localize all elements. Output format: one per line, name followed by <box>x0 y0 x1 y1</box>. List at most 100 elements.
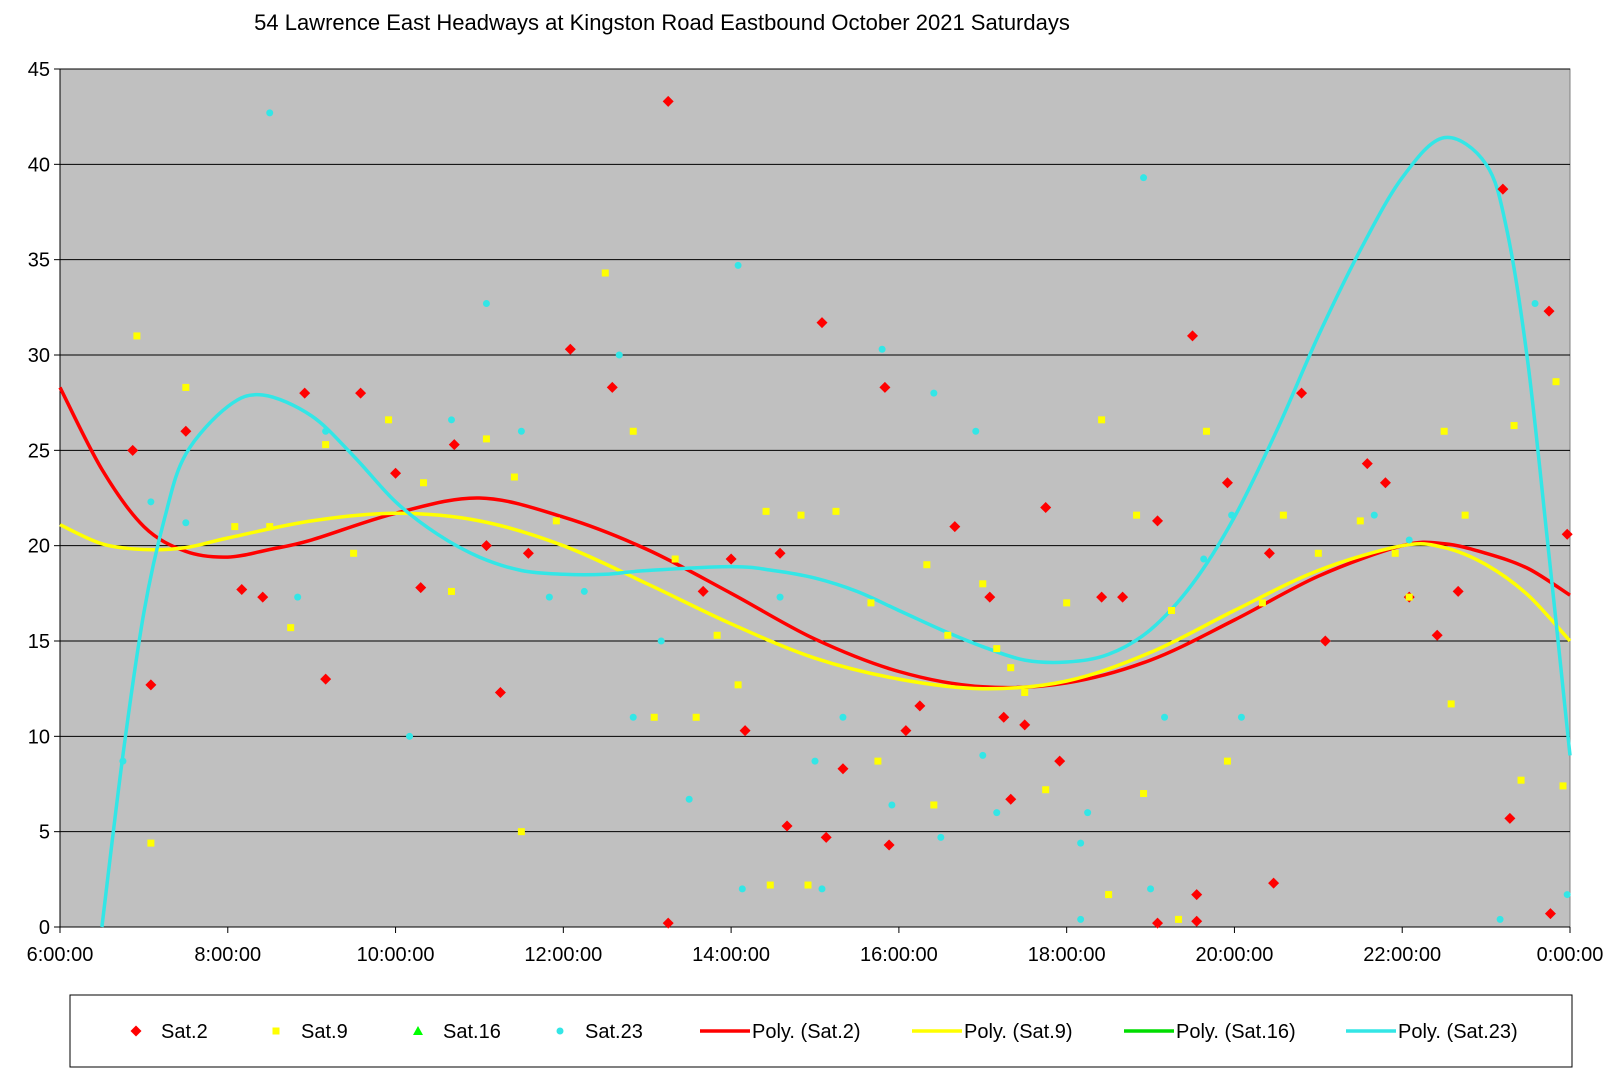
data-point <box>1021 688 1029 696</box>
data-point <box>510 473 518 481</box>
data-point <box>944 631 952 639</box>
data-point <box>552 517 560 525</box>
data-point <box>1096 591 1108 603</box>
y-tick-label: 25 <box>28 440 50 462</box>
y-tick-label: 0 <box>39 917 50 939</box>
data-point <box>266 109 274 117</box>
x-tick-label: 14:00:00 <box>692 944 770 966</box>
data-point <box>725 553 737 565</box>
data-point <box>776 593 784 601</box>
data-point <box>299 387 311 399</box>
x-axis: 6:00:00 8:00:00 10:00:00 12:00:00 14:00:00 16… <box>27 926 1603 966</box>
data-point <box>713 631 721 639</box>
data-point <box>1552 378 1560 386</box>
x-tick-label: 20:00:00 <box>1196 944 1274 966</box>
data-point <box>564 343 576 355</box>
x-tick-label: 6:00:00 <box>27 944 94 966</box>
data-point <box>930 389 938 397</box>
data-point <box>1117 591 1129 603</box>
data-point <box>1517 776 1525 784</box>
data-point <box>287 624 295 632</box>
data-point <box>937 833 945 841</box>
data-point <box>1133 511 1141 519</box>
data-point <box>1405 536 1413 544</box>
data-point <box>1314 549 1322 557</box>
data-point <box>1391 549 1399 557</box>
y-tick-label: 20 <box>28 536 50 558</box>
legend-label: Sat.9 <box>301 1021 348 1043</box>
legend-label: Sat.16 <box>443 1021 501 1043</box>
data-point <box>1140 790 1148 798</box>
plot-area <box>59 68 1571 928</box>
data-point <box>1361 458 1373 470</box>
data-point <box>1200 555 1208 563</box>
data-point <box>993 809 1001 817</box>
legend-box <box>69 994 1573 1068</box>
data-point <box>671 555 679 563</box>
data-point <box>1497 183 1509 195</box>
data-point <box>182 519 190 527</box>
data-point <box>979 751 987 759</box>
data-point <box>804 881 812 889</box>
x-tick-label: 12:00:00 <box>524 944 602 966</box>
data-point <box>1447 700 1455 708</box>
data-point <box>774 547 786 559</box>
data-point <box>1237 713 1245 721</box>
data-point <box>1319 635 1331 647</box>
data-point <box>1504 812 1516 824</box>
data-point <box>972 427 980 435</box>
data-point <box>350 549 358 557</box>
data-point <box>147 498 155 506</box>
data-point <box>662 95 674 107</box>
data-point <box>482 300 490 308</box>
data-point <box>1223 757 1231 765</box>
legend-swatch <box>413 1026 423 1035</box>
legend-label: Poly. (Sat.16) <box>1176 1021 1296 1043</box>
data-point <box>1228 511 1236 519</box>
data-point <box>900 725 912 737</box>
data-point <box>320 673 332 685</box>
data-point <box>878 345 886 353</box>
data-point <box>415 582 427 594</box>
data-point <box>923 561 931 569</box>
data-point <box>979 580 987 588</box>
data-point <box>231 523 239 531</box>
trendlines <box>58 135 1572 928</box>
data-point <box>1543 305 1555 317</box>
data-point <box>145 679 157 691</box>
legend-label: Poly. (Sat.23) <box>1398 1021 1518 1043</box>
x-tick-label: 8:00:00 <box>194 944 261 966</box>
data-point <box>685 795 693 803</box>
data-point <box>1379 477 1391 489</box>
legend-swatch <box>556 1027 564 1035</box>
data-point <box>734 681 742 689</box>
data-point <box>1561 528 1573 540</box>
data-point <box>874 757 882 765</box>
trendline-series-5 <box>59 511 1572 691</box>
data-point <box>1147 885 1155 893</box>
data-point <box>1405 593 1413 601</box>
data-point <box>1370 511 1378 519</box>
data-point <box>1152 515 1164 527</box>
data-point <box>1296 387 1308 399</box>
data-point <box>1440 427 1448 435</box>
data-point <box>1140 174 1148 182</box>
data-point <box>1175 915 1183 923</box>
data-point <box>606 381 618 393</box>
data-point <box>119 757 127 765</box>
data-point <box>734 261 742 269</box>
data-point <box>447 587 455 595</box>
data-point <box>811 757 819 765</box>
data-point <box>580 587 588 595</box>
data-point <box>236 584 248 596</box>
data-point <box>1084 809 1092 817</box>
data-point <box>1268 877 1280 889</box>
data-point <box>883 839 895 851</box>
data-point <box>517 828 525 836</box>
data-point <box>1098 416 1106 424</box>
data-point <box>615 351 623 359</box>
data-point <box>322 441 330 449</box>
data-point <box>1563 891 1571 899</box>
data-point <box>322 427 330 435</box>
legend-swatch <box>272 1027 280 1035</box>
